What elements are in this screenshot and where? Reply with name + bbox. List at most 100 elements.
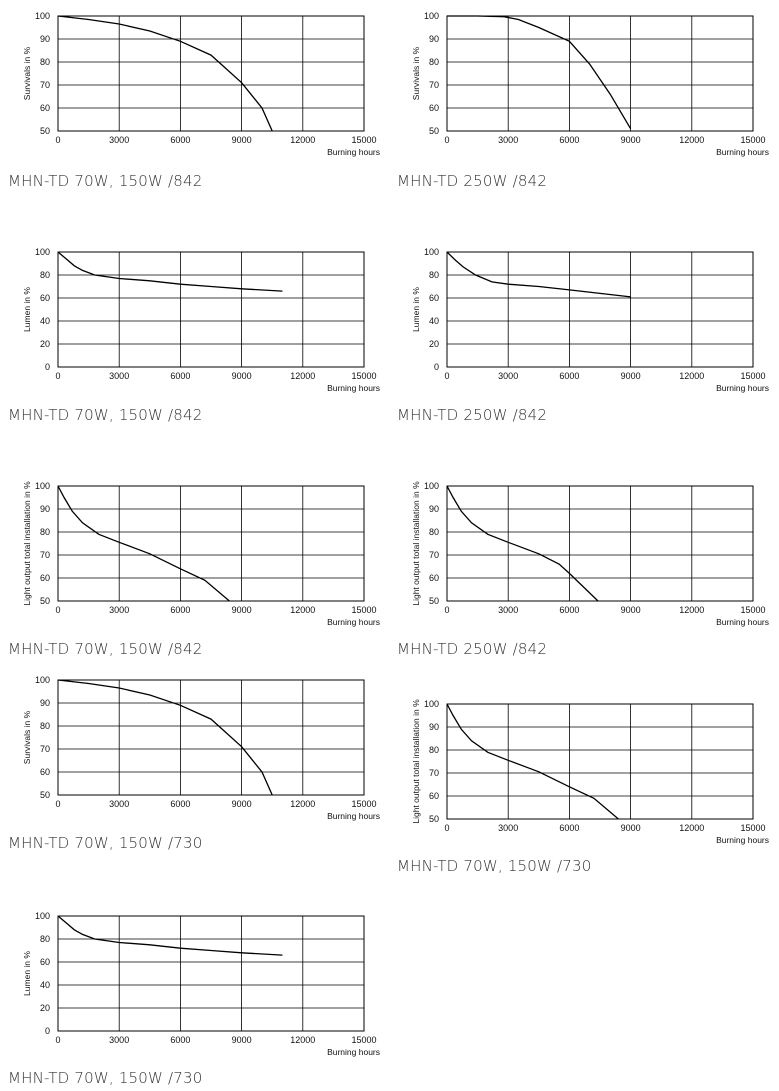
x-tick-label: 12000 [290,605,315,615]
x-tick-label: 3000 [109,605,129,615]
chart-caption: MHN-TD 250W /842 [397,172,548,190]
y-tick-label: 50 [429,126,439,136]
y-tick-label: 20 [40,1003,50,1013]
y-axis-label: Survivals in % [411,46,421,100]
y-tick-label: 50 [429,814,439,824]
series-line [446,251,631,298]
line-chart: 0 3000 6000 9000 12000 15000 50 60 70 80 90 100 Surv… [22,11,380,157]
x-axis-label: Burning hours [327,617,380,627]
chart-panel: 0 3000 6000 9000 12000 15000 0 20 40 60 80 100 Lumen… [0,236,380,428]
x-tick-label: 3000 [109,135,129,145]
y-tick-label: 60 [429,573,439,583]
x-tick-label: 12000 [679,605,704,615]
x-tick-label: 15000 [351,135,376,145]
x-tick-label: 3000 [109,371,129,381]
line-chart: 0 3000 6000 9000 12000 15000 0 20 40 60 80 100 Lumen… [22,911,380,1057]
y-tick-label: 80 [40,57,50,67]
y-tick-label: 40 [40,316,50,326]
series-line [446,703,619,820]
y-tick-label: 80 [429,57,439,67]
plot-area [446,703,754,820]
x-tick-label: 9000 [232,799,252,809]
y-tick-label: 100 [424,11,439,21]
y-tick-label: 80 [40,934,50,944]
y-axis-label: Survivals in % [22,46,32,100]
x-tick-label: 6000 [170,1035,190,1045]
y-tick-label: 0 [434,362,439,372]
x-axis-label: Burning hours [327,147,380,157]
x-tick-label: 3000 [498,371,518,381]
line-chart: 0 3000 6000 9000 12000 15000 0 20 40 60 80 100 Lumen… [22,247,380,393]
y-tick-label: 50 [40,790,50,800]
y-tick-label: 0 [45,1026,50,1036]
chart-caption: MHN-TD 70W, 150W /842 [8,640,203,658]
x-tick-label: 12000 [290,799,315,809]
y-tick-label: 90 [40,504,50,514]
line-chart: 0 3000 6000 9000 12000 15000 0 20 40 60 80 100 Lumen… [411,247,769,393]
y-tick-label: 50 [40,126,50,136]
x-tick-label: 3000 [109,1035,129,1045]
x-tick-label: 15000 [740,135,765,145]
y-tick-label: 100 [35,481,50,491]
x-tick-label: 6000 [559,823,579,833]
y-axis-label: Survivals in % [22,710,32,764]
line-chart: 0 3000 6000 9000 12000 15000 50 60 70 80 90 100Ligh… [411,699,769,845]
x-tick-label: 0 [55,135,60,145]
x-tick-label: 0 [444,605,449,615]
y-axis-label: Lumen in % [22,287,32,332]
x-axis-label: Burning hours [716,617,769,627]
y-tick-label: 100 [35,247,50,257]
y-tick-label: 90 [40,34,50,44]
y-tick-label: 90 [429,722,439,732]
y-tick-label: 60 [40,103,50,113]
x-tick-label: 15000 [351,1035,376,1045]
y-tick-label: 90 [40,698,50,708]
series-line [446,485,599,602]
y-tick-label: 80 [429,745,439,755]
chart-caption: MHN-TD 250W /842 [397,406,548,424]
chart-caption: MHN-TD 70W, 150W /842 [8,172,203,190]
y-tick-label: 60 [40,573,50,583]
y-tick-label: 70 [429,768,439,778]
y-tick-label: 70 [429,550,439,560]
y-tick-label: 60 [429,293,439,303]
plot-area [57,679,365,796]
x-tick-label: 3000 [498,823,518,833]
x-tick-label: 12000 [290,1035,315,1045]
x-tick-label: 9000 [232,371,252,381]
x-tick-label: 9000 [621,135,641,145]
line-chart: 0 3000 6000 9000 12000 15000 50 60 70 80 90 100 Surv… [22,675,380,821]
x-tick-label: 9000 [232,1035,252,1045]
y-tick-label: 60 [40,767,50,777]
y-tick-label: 60 [429,791,439,801]
series-line [57,251,283,292]
y-tick-label: 90 [429,504,439,514]
y-tick-label: 60 [40,293,50,303]
x-tick-label: 9000 [232,605,252,615]
x-tick-label: 3000 [109,799,129,809]
chart-panel: 0 3000 6000 9000 12000 15000 0 20 40 60 80 100 Lumen… [389,236,769,428]
x-axis-label: Burning hours [716,835,769,845]
y-tick-label: 40 [429,316,439,326]
x-axis-label: Burning hours [716,383,769,393]
chart-caption: MHN-TD 70W, 150W /730 [8,834,203,852]
series-line [447,15,632,130]
y-tick-label: 80 [40,270,50,280]
y-tick-label: 40 [40,980,50,990]
x-tick-label: 12000 [679,135,704,145]
x-tick-label: 9000 [621,371,641,381]
x-tick-label: 3000 [498,605,518,615]
x-tick-label: 12000 [290,371,315,381]
y-tick-label: 50 [40,596,50,606]
y-tick-label: 80 [429,270,439,280]
y-axis-label: Light output total installation in % [411,481,421,606]
chart-caption: MHN-TD 70W, 150W /842 [8,406,203,424]
y-tick-label: 20 [429,339,439,349]
chart-panel: 0 3000 6000 9000 12000 15000 50 60 70 80 90 100 Surv… [0,0,380,194]
y-axis-label: Lumen in % [22,951,32,996]
x-tick-label: 9000 [232,135,252,145]
y-tick-label: 100 [424,481,439,491]
y-tick-label: 100 [424,247,439,257]
chart-panel: 0 3000 6000 9000 12000 15000 50 60 70 80 90 100 Ligh… [389,688,769,879]
chart-panel: 0 3000 6000 9000 12000 15000 0 20 40 60 80 100 Lumen… [0,900,380,1091]
